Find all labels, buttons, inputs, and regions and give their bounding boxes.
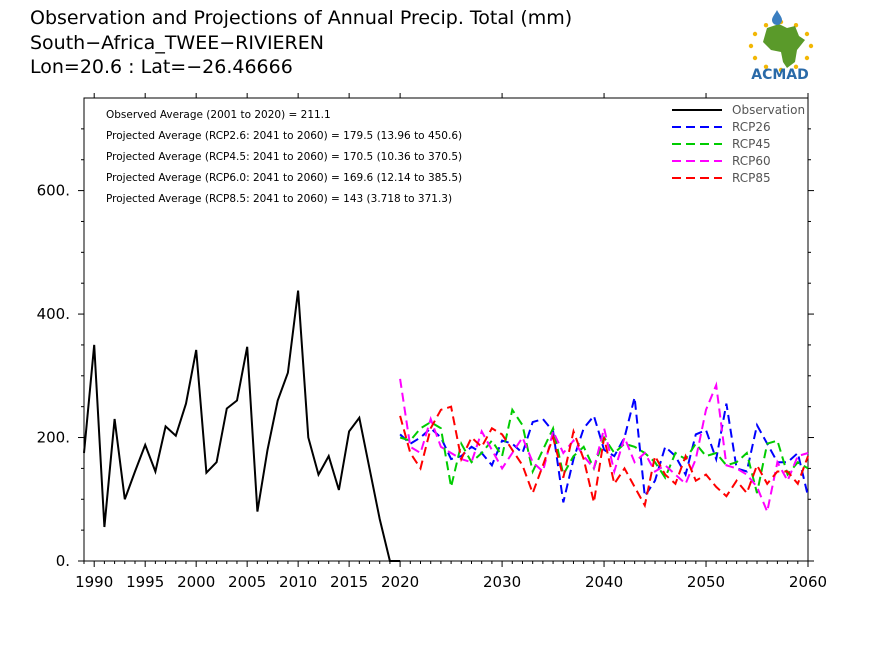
station-name: South−Africa_TWEE−RIVIEREN: [30, 32, 324, 54]
legend-label-rcp85: RCP85: [732, 171, 771, 185]
series-line-rcp60: [399, 378, 809, 515]
africa-shape-icon: [763, 24, 805, 68]
x-tick-label: 2050: [687, 573, 725, 591]
logo-star-icon: [752, 55, 758, 61]
y-tick-label: 400.: [37, 305, 70, 323]
series-line-rcp26: [399, 397, 809, 503]
x-tick-label: 2060: [789, 573, 827, 591]
x-tick-label: 2010: [279, 573, 317, 591]
logo-star-icon: [778, 67, 784, 73]
series-line-rcp85: [399, 405, 809, 509]
x-tick-label: 2000: [177, 573, 215, 591]
series-line-observation: [83, 290, 401, 562]
logo-star-icon: [748, 43, 754, 49]
logo-star-icon: [752, 31, 758, 37]
legend-label-rcp26: RCP26: [732, 120, 771, 134]
acmad-logo: ACMAD: [748, 10, 814, 83]
plot-frame: [83, 97, 809, 562]
stats-box: Observed Average (2001 to 2020) = 211.1 P…: [106, 109, 462, 205]
x-tick-label: 1995: [126, 573, 164, 591]
x-tick-label: 2005: [228, 573, 266, 591]
y-tick-label: 0.: [56, 552, 70, 570]
x-tick-label: 2020: [381, 573, 419, 591]
y-tick-label: 200.: [37, 429, 70, 447]
series-line-rcp45: [399, 407, 809, 494]
stats-line: Projected Average (RCP4.5: 2041 to 2060)…: [106, 151, 462, 163]
series-group: [83, 290, 809, 562]
logo-star-icon: [763, 23, 769, 28]
logo-text: ACMAD: [751, 67, 809, 83]
x-tick-label: 2040: [585, 573, 623, 591]
logo-star-icon: [763, 64, 769, 69]
logo-star-icon: [804, 31, 810, 37]
x-tick-label: 2030: [483, 573, 521, 591]
logo-star-icon: [793, 64, 799, 69]
legend: Observation RCP26 RCP45 RCP60 RCP85: [672, 103, 805, 185]
chart-title: Observation and Projections of Annual Pr…: [30, 7, 573, 29]
y-tick-label: 600.: [37, 182, 70, 200]
logo-star-icon: [804, 55, 810, 61]
stats-line: Projected Average (RCP2.6: 2041 to 2060)…: [106, 130, 462, 142]
legend-label-rcp60: RCP60: [732, 154, 771, 168]
x-tick-label: 1990: [75, 573, 113, 591]
stats-line: Projected Average (RCP8.5: 2041 to 2060)…: [106, 193, 452, 205]
water-drop-icon: [772, 10, 782, 25]
logo-star-icon: [808, 43, 814, 49]
legend-label-observation: Observation: [732, 103, 805, 117]
station-coords: Lon=20.6 : Lat=−26.46666: [30, 56, 293, 78]
legend-label-rcp45: RCP45: [732, 137, 771, 151]
stats-line: Projected Average (RCP6.0: 2041 to 2060)…: [106, 172, 462, 184]
axis-ticks: 1990 1995 2000 2005 2010 2015 2020 2030 2040 2050…: [37, 93, 827, 591]
x-tick-label: 2015: [330, 573, 368, 591]
stats-line: Observed Average (2001 to 2020) = 211.1: [106, 109, 331, 121]
